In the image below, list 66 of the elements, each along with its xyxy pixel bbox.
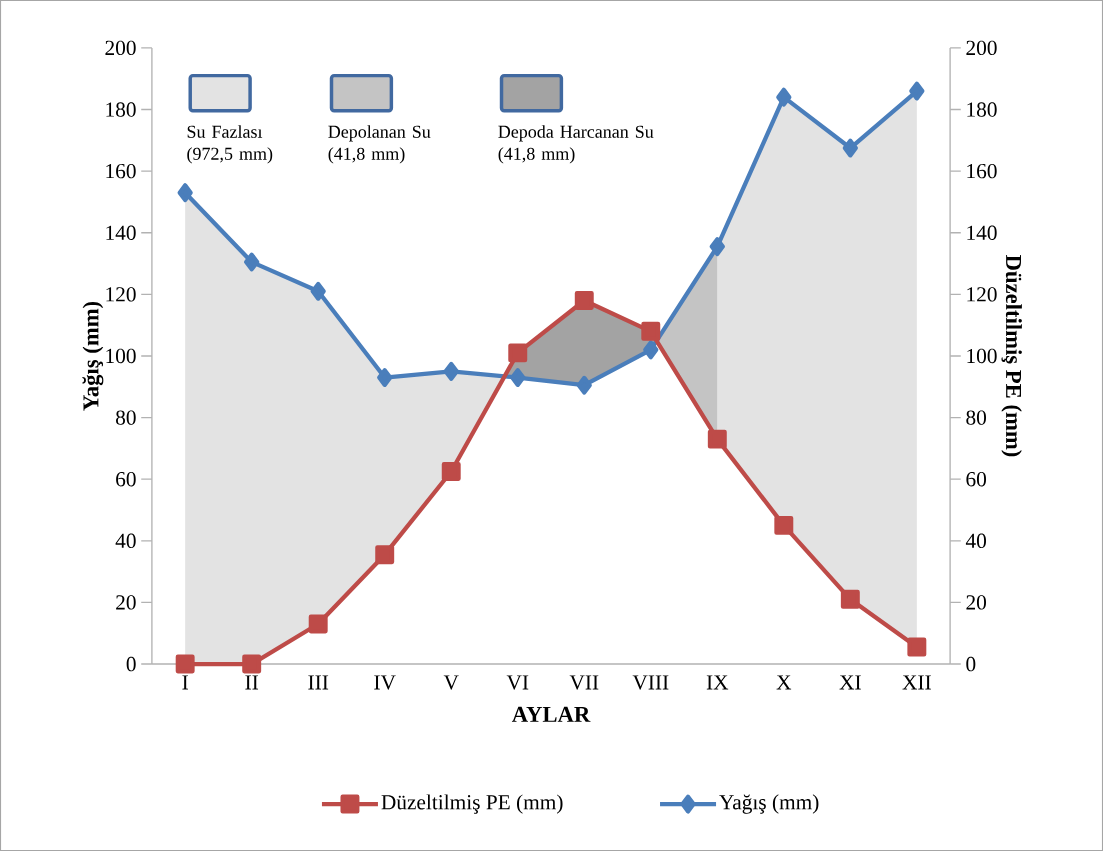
point bbox=[776, 87, 792, 107]
y-tick-label: 60 bbox=[116, 472, 136, 487]
y-tick-label: 100 bbox=[106, 348, 136, 364]
point bbox=[574, 291, 594, 311]
point bbox=[177, 183, 193, 203]
point bbox=[707, 429, 727, 449]
y2-tick-label: 80 bbox=[966, 410, 987, 425]
x-tick-label: X bbox=[776, 675, 792, 690]
point bbox=[909, 81, 925, 101]
point bbox=[375, 545, 395, 565]
y-tick-label: 40 bbox=[115, 533, 136, 549]
y-tick-label: 160 bbox=[106, 163, 136, 179]
point bbox=[175, 654, 195, 674]
point bbox=[576, 375, 592, 395]
x-tick-label: IV bbox=[374, 675, 396, 690]
y-tick-label: 80 bbox=[116, 410, 136, 425]
x-tick-label: I bbox=[182, 675, 188, 690]
point bbox=[643, 340, 659, 360]
y-tick-label: 20 bbox=[116, 595, 136, 610]
point bbox=[510, 368, 526, 388]
x-tick-label: III bbox=[308, 675, 329, 690]
point bbox=[310, 281, 326, 301]
point bbox=[709, 237, 725, 257]
point bbox=[907, 637, 927, 657]
annotation: Su Fazlası (972,5 mm) bbox=[187, 125, 273, 164]
annotation: Depolanan Su (41,8 mm) bbox=[328, 125, 431, 164]
x-tick-label: VII bbox=[569, 675, 599, 690]
y2-tick-label: 180 bbox=[967, 102, 997, 117]
x-tick-label: XI bbox=[839, 675, 861, 690]
y2-axis-title: Düzeltilmiş PE (mm) bbox=[1001, 255, 1022, 457]
y-axis-title: Yağış (mm) bbox=[82, 301, 104, 411]
x-axis-title: AYLAR bbox=[511, 706, 591, 722]
y-tick-label: 120 bbox=[106, 287, 136, 302]
point bbox=[377, 368, 393, 388]
point bbox=[641, 321, 661, 341]
x-tick-label: IX bbox=[706, 675, 729, 690]
y-tick-label: 140 bbox=[106, 225, 136, 240]
point bbox=[508, 343, 528, 363]
annotation: Depoda Harcanan Su (41,8 mm) bbox=[498, 125, 654, 164]
y2-tick-label: 20 bbox=[966, 595, 987, 610]
x-tick-label: VIII bbox=[632, 675, 669, 690]
point bbox=[774, 515, 794, 535]
point bbox=[441, 462, 461, 481]
x-tick-label: VI bbox=[506, 675, 529, 690]
point bbox=[244, 252, 260, 272]
y2-tick-label: 40 bbox=[965, 533, 987, 549]
y-tick-label: 180 bbox=[106, 102, 136, 117]
y2-tick-label: 0 bbox=[966, 656, 976, 672]
x-tick-label: II bbox=[245, 675, 259, 690]
point bbox=[840, 589, 860, 609]
y2-tick-label: 160 bbox=[967, 163, 997, 179]
point bbox=[308, 614, 328, 634]
x-tick-label: XII bbox=[902, 675, 931, 690]
point bbox=[842, 138, 858, 158]
legend-label: Düzeltilmiş PE (mm) bbox=[381, 794, 563, 814]
y2-tick-label: 200 bbox=[966, 40, 997, 56]
y2-tick-label: 60 bbox=[966, 472, 987, 487]
y2-tick-label: 100 bbox=[967, 348, 997, 364]
legend-label: Yağış (mm) bbox=[719, 794, 819, 814]
y-tick-label: 0 bbox=[126, 656, 136, 672]
y2-tick-label: 140 bbox=[967, 225, 997, 240]
y2-tick-label: 120 bbox=[967, 287, 997, 302]
y-tick-label: 200 bbox=[105, 40, 136, 56]
x-tick-label: V bbox=[443, 675, 459, 690]
point bbox=[443, 361, 459, 381]
point bbox=[242, 654, 262, 674]
